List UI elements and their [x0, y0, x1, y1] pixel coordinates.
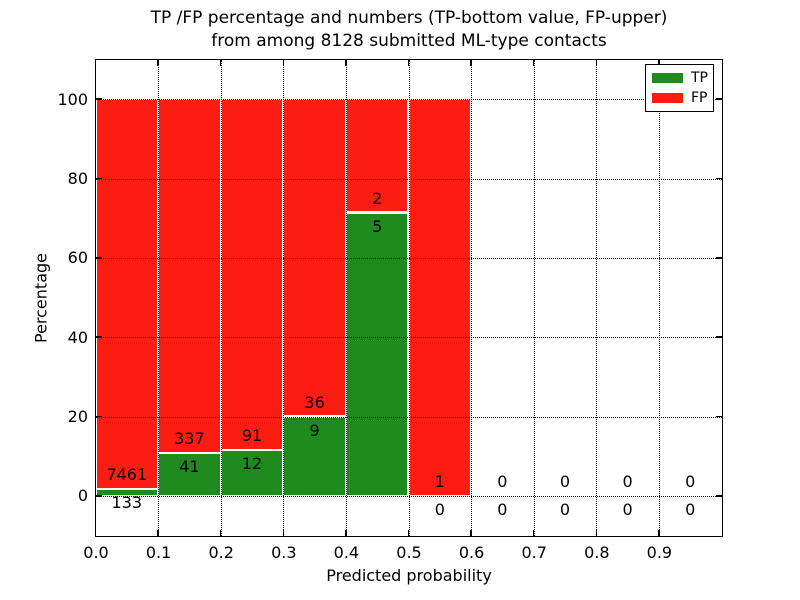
x-tick-bottom	[282, 529, 285, 536]
y-tick-left	[95, 98, 102, 100]
x-tick-top	[470, 59, 472, 66]
bar-segment-tp	[345, 212, 409, 496]
x-tick-top	[595, 59, 598, 66]
bar-count-tp: 0	[685, 499, 696, 519]
y-tick-label: 60	[67, 248, 88, 268]
x-tick-top	[345, 59, 347, 66]
bar-segment-tp	[95, 488, 159, 496]
bar-segment-fp	[95, 99, 159, 489]
chart-title-line1: TP /FP percentage and numbers (TP-bottom…	[150, 8, 668, 28]
x-tick-label: 0.9	[646, 543, 673, 562]
x-tick-bottom	[157, 529, 159, 536]
bar-count-fp: 7461	[106, 464, 148, 484]
bar-count-fp: 36	[304, 392, 325, 412]
x-tick-label: 0.3	[271, 543, 297, 562]
bar-segment-fp	[158, 99, 221, 453]
x-axis-label: Predicted probability	[326, 566, 492, 585]
gridline-vertical	[533, 59, 535, 536]
y-tick-right	[715, 98, 722, 100]
y-tick-label: 20	[67, 407, 88, 426]
x-tick-bottom	[407, 529, 410, 536]
bar-count-tp: 133	[111, 492, 143, 512]
gridline-vertical	[158, 59, 160, 536]
x-tick-label: 0.4	[333, 543, 360, 562]
x-tick-label: 0.8	[584, 543, 610, 562]
legend-label-tp: TP	[691, 70, 708, 86]
y-tick-label: 80	[67, 169, 88, 188]
chart-title-line2: from among 8128 submitted ML-type contac…	[211, 30, 607, 51]
y-tick-right	[715, 336, 722, 338]
x-tick-top	[282, 59, 285, 66]
bar-count-tp: 9	[309, 420, 320, 440]
bar-count-fp: 337	[174, 428, 205, 448]
gridline-vertical	[345, 59, 347, 536]
gridline-vertical	[220, 59, 222, 536]
bar-count-fp: 0	[497, 471, 508, 491]
y-tick-left	[95, 257, 102, 259]
x-tick-label: 0.7	[521, 543, 547, 562]
x-tick-bottom	[658, 529, 660, 536]
bar-segment-tp	[158, 452, 221, 496]
x-tick-top	[658, 59, 660, 66]
bar-count-tp: 12	[241, 453, 263, 473]
x-tick-top	[94, 59, 97, 66]
bar-count-tp: 0	[497, 499, 508, 519]
bar-count-fp: 0	[559, 471, 571, 491]
bar-count-tp: 0	[622, 499, 633, 519]
bar-segment-fp	[220, 99, 284, 450]
x-tick-label: 0.0	[83, 543, 109, 562]
gridline-vertical	[471, 59, 473, 536]
legend-item-tp: TP	[652, 70, 708, 86]
bar-segment-tp	[283, 416, 346, 496]
x-tick-bottom	[470, 529, 472, 536]
bar-count-fp: 0	[685, 471, 696, 491]
y-tick-label: 100	[57, 89, 88, 109]
bar-count-tp: 0	[434, 499, 445, 519]
plot-area: 7461 133 337 41 91 12 36 9 2 5 1 0 0 0 0 0 0 0 0 0	[94, 58, 723, 537]
bar-count-fp: 0	[622, 471, 633, 491]
chart-title: TP /FP percentage and numbers (TP-bottom…	[96, 7, 722, 53]
legend: TP FP	[645, 64, 714, 112]
x-tick-bottom	[345, 529, 347, 536]
y-tick-right	[715, 495, 722, 497]
bar-count-fp: 91	[241, 425, 263, 445]
x-tick-bottom	[94, 529, 97, 536]
x-tick-top	[219, 59, 222, 66]
bar-segment-fp	[283, 99, 346, 417]
bar-count-fp: 1	[434, 471, 445, 491]
y-tick-left	[95, 177, 102, 180]
x-tick-label: 0.1	[145, 543, 172, 562]
y-tick-left	[95, 415, 102, 418]
x-tick-bottom	[219, 529, 222, 536]
bar-count-tp: 41	[179, 456, 200, 476]
y-tick-label: 0	[77, 486, 88, 506]
legend-label-fp: FP	[691, 90, 708, 106]
y-tick-left	[95, 495, 102, 497]
y-tick-label: 40	[67, 327, 88, 347]
bar-count-tp: 0	[559, 499, 571, 519]
x-tick-bottom	[532, 529, 535, 536]
legend-item-fp: FP	[652, 90, 708, 106]
x-tick-bottom	[595, 529, 598, 536]
x-tick-label: 0.2	[208, 543, 234, 562]
bar-segment-fp	[408, 99, 472, 496]
y-tick-right	[715, 415, 722, 418]
y-tick-right	[715, 257, 722, 259]
x-tick-top	[532, 59, 535, 66]
bar-count-tp: 5	[372, 216, 383, 236]
gridline-vertical	[408, 59, 410, 536]
legend-swatch-tp-icon	[652, 73, 683, 83]
y-tick-right	[715, 177, 722, 180]
bar-count-fp: 2	[372, 188, 383, 208]
gridline-vertical	[658, 59, 660, 536]
x-tick-label: 0.5	[396, 543, 422, 562]
legend-swatch-fp-icon	[652, 93, 683, 103]
x-tick-top	[157, 59, 159, 66]
x-tick-label: 0.6	[458, 543, 485, 562]
y-tick-left	[95, 336, 102, 338]
x-tick-top	[407, 59, 410, 66]
gridline-vertical	[596, 59, 598, 536]
gridline-vertical	[283, 59, 285, 536]
